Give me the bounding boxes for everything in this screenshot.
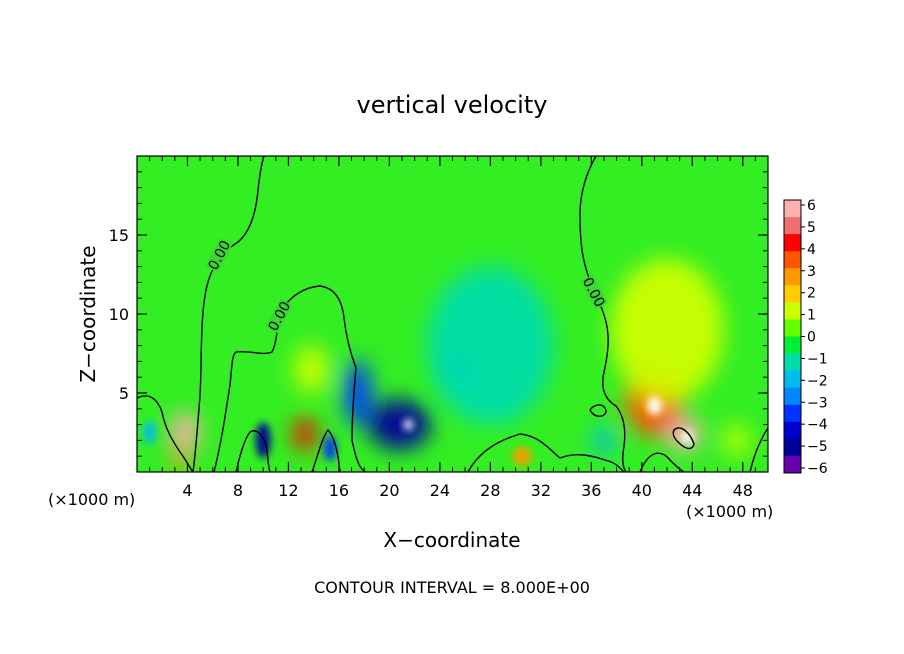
- zero-contour-line: [467, 433, 625, 472]
- colorbar-swatch: [784, 319, 801, 337]
- chart-title: vertical velocity: [357, 91, 548, 119]
- colorbar-swatch: [784, 268, 801, 286]
- x-tick-label: 20: [379, 481, 399, 500]
- colorbar-tick-label: 6: [807, 198, 816, 214]
- x-tick-label: 48: [733, 481, 753, 500]
- colorbar: 6 5 4 3 2 1 0 −1 −2 −3 −4 −5 −6: [783, 198, 828, 477]
- contour-label-box: [265, 298, 293, 334]
- y-tick-label: 15: [109, 226, 129, 245]
- x-tick-label: 32: [531, 481, 551, 500]
- field-feature: [680, 430, 694, 444]
- colorbar-swatch: [784, 455, 801, 474]
- y-tick-label: 10: [109, 305, 129, 324]
- contour-interval-note: CONTOUR INTERVAL = 8.000E+00: [314, 578, 590, 597]
- field-feature: [323, 435, 337, 461]
- colorbar-tick-label: 4: [807, 242, 816, 258]
- x-tick-label: 4: [182, 481, 192, 500]
- colorbar-tick-label: −2: [807, 373, 828, 389]
- field-feature: [367, 399, 432, 450]
- zero-contour-line: [579, 156, 627, 472]
- x-tick-label: 40: [632, 481, 652, 500]
- field-feature: [403, 419, 414, 431]
- zero-contour-line: [589, 404, 607, 417]
- zero-contour-line: [672, 427, 695, 450]
- colorbar-swatch: [784, 234, 801, 252]
- colorbar-swatch: [784, 353, 801, 372]
- x-tick-label: 12: [278, 481, 298, 500]
- colorbar-tick-label: −3: [807, 395, 828, 411]
- field-feature: [171, 445, 192, 470]
- colorbar-swatch: [784, 438, 801, 457]
- zero-contour-line: [192, 156, 265, 472]
- zero-contours: [137, 156, 768, 472]
- zero-contour-line: [639, 452, 685, 472]
- zero-contour-line: [235, 430, 271, 472]
- colorbar-tick-label: 1: [807, 308, 816, 324]
- x-unit-label-right: (×1000 m): [686, 502, 773, 521]
- contour-label-box: [580, 274, 608, 310]
- colorbar-swatch: [784, 387, 801, 406]
- y-axis-label: Z−coordinate: [76, 245, 100, 382]
- plot-area: 0.00 0.00 0.00: [137, 156, 768, 472]
- field-feature: [293, 345, 329, 393]
- colorbar-swatch: [784, 370, 801, 389]
- x-unit-label-left: (×1000 m): [48, 490, 135, 509]
- colorbar-swatch: [784, 251, 801, 269]
- zero-contour-line: [311, 428, 341, 472]
- x-tick-label: 8: [233, 481, 243, 500]
- y-tick-label: 5: [119, 384, 129, 403]
- colorbar-tick-label: −6: [807, 461, 828, 477]
- x-axis-ticks: 4 8 12 16 20 24 28 32 36 40 44 48: [149, 156, 756, 500]
- colorbar-swatch: [784, 302, 801, 320]
- x-tick-label: 28: [480, 481, 500, 500]
- x-tick-label: 24: [430, 481, 450, 500]
- colorbar-tick-label: −1: [807, 351, 828, 367]
- field-feature: [512, 446, 532, 466]
- colorbar-tick-label: 3: [807, 264, 816, 280]
- colorbar-tick-label: −4: [807, 417, 828, 433]
- field-feature: [427, 266, 554, 425]
- colorbar-tick-label: 0: [807, 330, 816, 346]
- field-feature: [143, 420, 156, 445]
- field-feature: [169, 412, 201, 450]
- field-feature: [293, 416, 317, 452]
- colorbar-tick-label: 2: [807, 286, 816, 302]
- field-feature: [646, 396, 662, 416]
- y-axis-ticks: 5 10 15: [109, 171, 768, 457]
- colorbar-tick-label: −5: [807, 439, 828, 455]
- x-axis-label: X−coordinate: [383, 528, 520, 552]
- colorbar-swatch: [784, 217, 801, 235]
- field-feature: [343, 359, 372, 427]
- colorbar-swatch: [784, 336, 801, 355]
- colorbar-swatch: [784, 200, 801, 218]
- colorbar-swatch: [784, 285, 801, 303]
- field-features: [143, 258, 750, 470]
- colorbar-swatch: [784, 421, 801, 440]
- field-feature: [591, 428, 617, 453]
- field-feature: [723, 424, 750, 457]
- zero-contour-line: [749, 427, 768, 472]
- x-tick-label: 44: [682, 481, 702, 500]
- x-tick-label: 16: [329, 481, 349, 500]
- field-feature: [255, 422, 271, 459]
- zero-contour-line: [213, 285, 367, 472]
- contour-label-box: [205, 237, 233, 273]
- colorbar-tick-label: 5: [807, 220, 816, 236]
- field-feature: [610, 258, 724, 401]
- x-tick-label: 36: [581, 481, 601, 500]
- colorbar-swatch: [784, 404, 801, 423]
